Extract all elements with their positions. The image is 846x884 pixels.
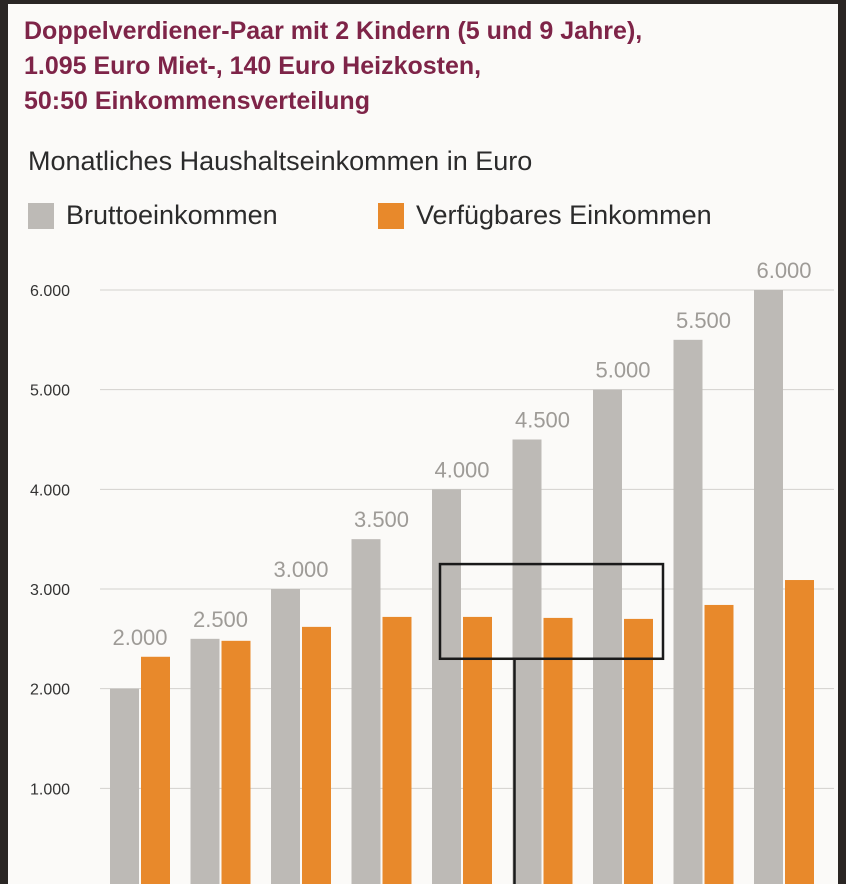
data-label: 5.500 — [676, 308, 731, 333]
bar-brutto — [754, 290, 783, 884]
bar-brutto — [593, 389, 622, 884]
data-label: 2.500 — [193, 607, 248, 632]
chart-subtitle: Monatliches Haushaltseinkommen in Euro — [28, 146, 533, 176]
bar-brutto — [271, 589, 300, 884]
headline-line-2: 1.095 Euro Miet-, 140 Euro Heizkosten, — [24, 52, 482, 80]
y-tick-label: 4.000 — [30, 482, 70, 499]
legend-swatch-brutto — [28, 202, 54, 229]
legend-item-brutto: Bruttoeinkommen — [28, 200, 278, 231]
bar-verfuegbar — [543, 617, 573, 884]
headline-line-1: Doppelverdiener-Paar mit 2 Kindern (5 un… — [24, 17, 643, 45]
bar-verfuegbar — [785, 580, 814, 884]
y-tick-label: 2.000 — [30, 682, 70, 699]
data-label: 4.000 — [434, 457, 489, 482]
bar-brutto — [351, 539, 381, 884]
bar-verfuegbar — [141, 656, 170, 884]
bar-verfuegbar — [624, 618, 653, 884]
bar-verfuegbar — [382, 616, 412, 884]
y-tick-label: 5.000 — [30, 383, 70, 400]
data-label: 2.000 — [112, 625, 167, 650]
data-label: 4.500 — [515, 408, 570, 433]
bar-brutto — [512, 439, 542, 884]
legend-label-brutto: Bruttoeinkommen — [66, 200, 278, 230]
chart-headline: Doppelverdiener-Paar mit 2 Kindern (5 un… — [24, 14, 824, 119]
bar-verfuegbar — [221, 640, 251, 884]
data-label: 3.500 — [354, 507, 409, 532]
legend-item-verfuegbar: Verfügbares Einkommen — [378, 200, 712, 231]
y-tick-label: 3.000 — [30, 582, 70, 599]
bar-brutto — [190, 638, 220, 884]
bar-chart: 1.000 2.000 3.000 4.000 5.000 6.000 2.000 2.500… — [30, 258, 834, 884]
data-label: 6.000 — [756, 258, 811, 283]
legend-swatch-verfuegbar — [378, 202, 404, 229]
bar-verfuegbar — [704, 604, 734, 884]
bar-brutto — [673, 339, 703, 884]
y-tick-label: 1.000 — [30, 781, 70, 798]
legend-label-verfuegbar: Verfügbares Einkommen — [416, 200, 712, 230]
highlight-box — [438, 562, 665, 661]
data-label: 3.000 — [273, 557, 328, 582]
bar-verfuegbar — [302, 626, 331, 884]
bar-brutto — [110, 688, 139, 884]
bar-brutto — [432, 489, 461, 884]
headline-line-3: 50:50 Einkommensverteilung — [24, 87, 370, 115]
y-tick-label: 6.000 — [30, 283, 70, 300]
bar-verfuegbar — [463, 616, 492, 884]
data-label: 5.000 — [595, 358, 650, 383]
chart-card: Doppelverdiener-Paar mit 2 Kindern (5 un… — [8, 4, 838, 884]
